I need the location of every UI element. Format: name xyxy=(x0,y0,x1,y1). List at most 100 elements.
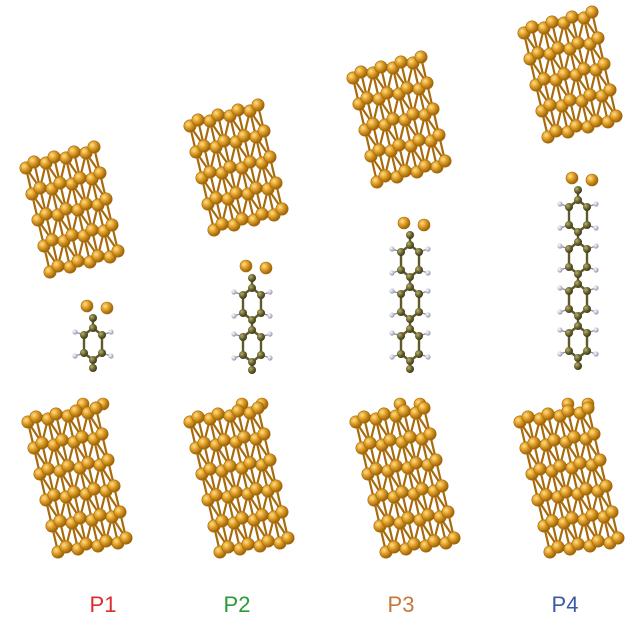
gold-atom xyxy=(119,531,133,545)
carbon-atom xyxy=(583,347,591,355)
gold-atom xyxy=(93,508,107,522)
gold-atom xyxy=(360,91,374,105)
gold-atom xyxy=(366,117,380,131)
hydrogen-atom xyxy=(557,201,563,207)
carbon-atom xyxy=(89,324,97,332)
gold-atom xyxy=(39,207,53,221)
gold-atom xyxy=(65,228,79,242)
gold-atom xyxy=(249,181,263,195)
carbon-atom xyxy=(239,351,247,359)
gold-adatom xyxy=(239,259,253,273)
gold-atoms xyxy=(517,5,623,144)
gold-atom xyxy=(49,407,63,421)
gold-atom xyxy=(217,433,231,447)
gold-atom xyxy=(237,129,251,143)
gold-atom xyxy=(369,462,383,476)
gold-atom xyxy=(403,430,417,444)
gold-bonds xyxy=(26,406,128,554)
molecule-atoms xyxy=(231,274,273,374)
bottom-gold-electrode xyxy=(21,397,133,559)
hydrogen-atom xyxy=(557,327,563,333)
gold-atom xyxy=(387,540,401,554)
gold-atom xyxy=(363,436,377,450)
gold-atom xyxy=(263,150,277,164)
gold-atom xyxy=(565,10,579,24)
gold-atom xyxy=(111,244,125,258)
hydrogen-atom xyxy=(593,225,599,231)
hydrogen-atom xyxy=(108,329,114,335)
gold-atoms xyxy=(183,98,289,237)
carbon-atom xyxy=(397,332,405,340)
gold-adatom xyxy=(585,173,599,187)
gold-atom xyxy=(263,453,277,467)
hydrogen-atom xyxy=(389,330,395,336)
gold-atom xyxy=(71,254,85,268)
carbon-atom xyxy=(415,308,423,316)
gold-bonds xyxy=(188,406,290,554)
gold-atom xyxy=(107,479,121,493)
gold-atom xyxy=(87,140,101,154)
gold-atom xyxy=(409,456,423,470)
hydrogen-atom xyxy=(389,246,395,252)
gold-atom xyxy=(197,436,211,450)
gold-atom xyxy=(611,531,625,545)
gold-atom xyxy=(243,155,257,169)
gold-atom xyxy=(55,433,69,447)
gold-atom xyxy=(381,514,395,528)
gold-atom xyxy=(423,427,437,441)
gold-atom xyxy=(389,459,403,473)
carbon-atom xyxy=(565,287,573,295)
gold-atom xyxy=(415,482,429,496)
top-gold-electrode xyxy=(183,98,289,275)
gold-atom xyxy=(414,50,428,64)
gold-adatom xyxy=(565,171,579,185)
gold-atom xyxy=(217,134,231,148)
molecule-atoms xyxy=(72,314,114,372)
panel-label-p2: P2 xyxy=(223,592,251,617)
gold-atom xyxy=(29,410,43,424)
gold-atom xyxy=(441,505,455,519)
gold-atom xyxy=(429,453,443,467)
gold-atom xyxy=(281,531,295,545)
hydrogen-atom xyxy=(425,354,431,360)
carbon-atom xyxy=(565,221,573,229)
gold-atom xyxy=(67,145,81,159)
gold-atom xyxy=(577,62,591,76)
gold-atom xyxy=(203,462,217,476)
gold-atom xyxy=(432,128,446,142)
carbon-atom xyxy=(574,228,582,236)
gold-atom xyxy=(563,93,577,107)
gold-atom xyxy=(412,133,426,147)
carbon-atom xyxy=(415,350,423,358)
hydrogen-atom xyxy=(557,267,563,273)
gold-adatom xyxy=(417,218,431,232)
gold-atom xyxy=(33,181,47,195)
carbon-atom xyxy=(583,329,591,337)
carbon-atom xyxy=(583,221,591,229)
bottom-gold-electrode xyxy=(513,397,625,559)
gold-atom xyxy=(221,540,235,554)
gold-atom xyxy=(47,150,61,164)
gold-atom xyxy=(231,103,245,117)
gold-atom xyxy=(386,112,400,126)
gold-atom xyxy=(549,124,563,138)
carbon-atom xyxy=(583,203,591,211)
gold-atom xyxy=(400,81,414,95)
hydrogen-atom xyxy=(389,354,395,360)
carbon-atom xyxy=(397,290,405,298)
hydrogen-atom xyxy=(389,288,395,294)
gold-atom xyxy=(251,98,265,112)
gold-atom xyxy=(255,207,269,221)
gold-atom xyxy=(45,233,59,247)
gold-atom xyxy=(547,433,561,447)
carbon-atom xyxy=(574,322,582,330)
gold-atom xyxy=(99,192,113,206)
hydrogen-atom xyxy=(267,355,273,361)
carbon-atom xyxy=(239,309,247,317)
junction-panel-p3 xyxy=(346,50,461,559)
hydrogen-atom xyxy=(593,351,599,357)
phenyl-chain xyxy=(389,231,431,373)
gold-atom xyxy=(215,217,229,231)
carbon-atom xyxy=(565,347,573,355)
gold-atom xyxy=(215,514,229,528)
